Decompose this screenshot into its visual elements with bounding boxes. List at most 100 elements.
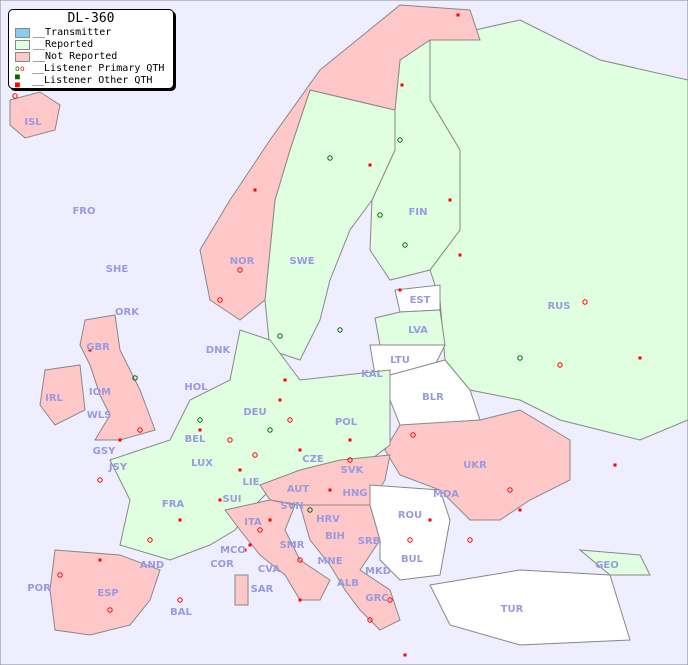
listener-other-marker — [178, 518, 182, 522]
listener-primary-marker — [407, 537, 413, 543]
reported-swatch — [15, 40, 30, 50]
country-label-ltu: LTU — [390, 355, 410, 366]
country-label-lux: LUX — [191, 458, 213, 469]
legend-transmitter: __Transmitter — [15, 27, 173, 39]
country-label-bal: BAL — [170, 607, 192, 618]
listener-primary-marker — [402, 242, 408, 248]
listener-primary-marker — [347, 457, 353, 463]
listener-other-marker — [298, 448, 302, 452]
country-label-hng: HNG — [342, 488, 368, 499]
country-label-mkd: MKD — [364, 566, 392, 577]
listener-primary-marker — [327, 155, 333, 161]
listener-other-marker — [458, 253, 462, 257]
country-label-bel: BEL — [184, 434, 206, 445]
country-label-svk: SVK — [340, 465, 364, 476]
listener-other-marker — [248, 543, 252, 547]
listener-primary-marker — [582, 299, 588, 305]
listener-primary-marker — [237, 267, 243, 273]
country-label-ork: ORK — [115, 307, 139, 318]
listener-other-marker — [613, 463, 617, 467]
listener-other-marker — [278, 398, 282, 402]
listener-primary-marker — [252, 452, 258, 458]
country-label-bih: BIH — [325, 531, 345, 542]
country-label-mda: MDA — [433, 489, 459, 500]
legend-not-reported: __Not Reported — [15, 51, 173, 63]
listener-primary-marker — [97, 477, 103, 483]
region-ukr — [384, 409, 571, 521]
listener-primary-marker — [107, 607, 113, 613]
legend-label: __Listener Other QTH — [32, 75, 153, 86]
country-label-wls: WLS — [86, 410, 112, 421]
country-label-ita: ITA — [244, 517, 262, 528]
region-rou-bul — [369, 484, 451, 581]
country-label-sui: SUI — [222, 494, 242, 505]
country-label-srb: SRB — [357, 536, 381, 547]
legend-primary-qth: oo __Listener Primary QTH — [15, 63, 173, 75]
country-label-isl: ISL — [24, 117, 42, 128]
region-gbr — [79, 314, 156, 441]
legend-label: __Listener Primary QTH — [32, 63, 165, 74]
country-label-fra: FRA — [161, 499, 185, 510]
country-label-hrv: HRV — [316, 514, 340, 525]
circle-marker-icon: oo — [15, 64, 25, 73]
listener-primary-marker — [197, 417, 203, 423]
listener-other-marker — [98, 558, 102, 562]
country-label-swe: SWE — [289, 256, 315, 267]
country-label-dnk: DNK — [205, 345, 231, 356]
region-irl — [39, 364, 86, 426]
listener-other-marker — [428, 518, 432, 522]
legend-other-qth: ■ ■ __Listener Other QTH — [15, 73, 173, 89]
listener-other-marker — [298, 598, 302, 602]
listener-primary-marker — [467, 537, 473, 543]
listener-other-marker — [88, 348, 92, 352]
listener-other-marker — [368, 163, 372, 167]
listener-other-marker — [218, 498, 222, 502]
country-label-esp: ESP — [97, 588, 119, 599]
transmitter-swatch — [15, 28, 30, 38]
country-label-deu: DEU — [243, 407, 267, 418]
country-label-cze: CZE — [302, 454, 324, 465]
listener-other-marker — [243, 548, 247, 552]
listener-other-marker — [518, 508, 522, 512]
listener-other-marker — [400, 83, 404, 87]
listener-primary-marker — [517, 355, 523, 361]
listener-other-marker — [253, 188, 257, 192]
country-label-pol: POL — [334, 417, 358, 428]
listener-primary-marker — [177, 597, 183, 603]
country-label-bul: BUL — [400, 554, 424, 565]
country-label-grc: GRC — [365, 593, 389, 604]
country-label-svn: SVN — [280, 501, 304, 512]
country-label-mco: MCO — [220, 545, 246, 556]
region-geo — [578, 549, 651, 576]
listener-other-marker — [398, 288, 402, 292]
country-label-and: AND — [139, 560, 165, 571]
country-label-blr: BLR — [422, 392, 444, 403]
country-label-geo: GEO — [595, 560, 619, 571]
country-label-sar: SAR — [250, 584, 274, 595]
listener-other-marker — [238, 468, 242, 472]
country-label-gsy: GSY — [92, 446, 116, 457]
listener-primary-marker — [307, 507, 313, 513]
country-label-iom: IOM — [88, 387, 112, 398]
region-lva — [374, 309, 446, 346]
listener-other-marker — [456, 13, 460, 17]
region-nor — [199, 4, 481, 321]
listener-other-marker — [638, 356, 642, 360]
listener-markers — [12, 13, 642, 657]
listener-primary-marker — [217, 297, 223, 303]
listener-primary-marker — [557, 362, 563, 368]
country-label-rou: ROU — [397, 510, 423, 521]
listener-primary-marker — [132, 375, 138, 381]
country-label-irl: IRL — [45, 393, 63, 404]
listener-primary-marker — [337, 327, 343, 333]
country-label-mne: MNE — [317, 556, 343, 567]
legend: DL-360 __Transmitter __Reported __Not Re… — [8, 9, 174, 89]
country-label-tur: TUR — [500, 604, 524, 615]
country-label-lva: LVA — [408, 325, 428, 336]
listener-primary-marker — [267, 427, 273, 433]
listener-primary-marker — [277, 333, 283, 339]
country-label-jsy: JSY — [108, 462, 128, 473]
listener-other-marker — [118, 438, 122, 442]
